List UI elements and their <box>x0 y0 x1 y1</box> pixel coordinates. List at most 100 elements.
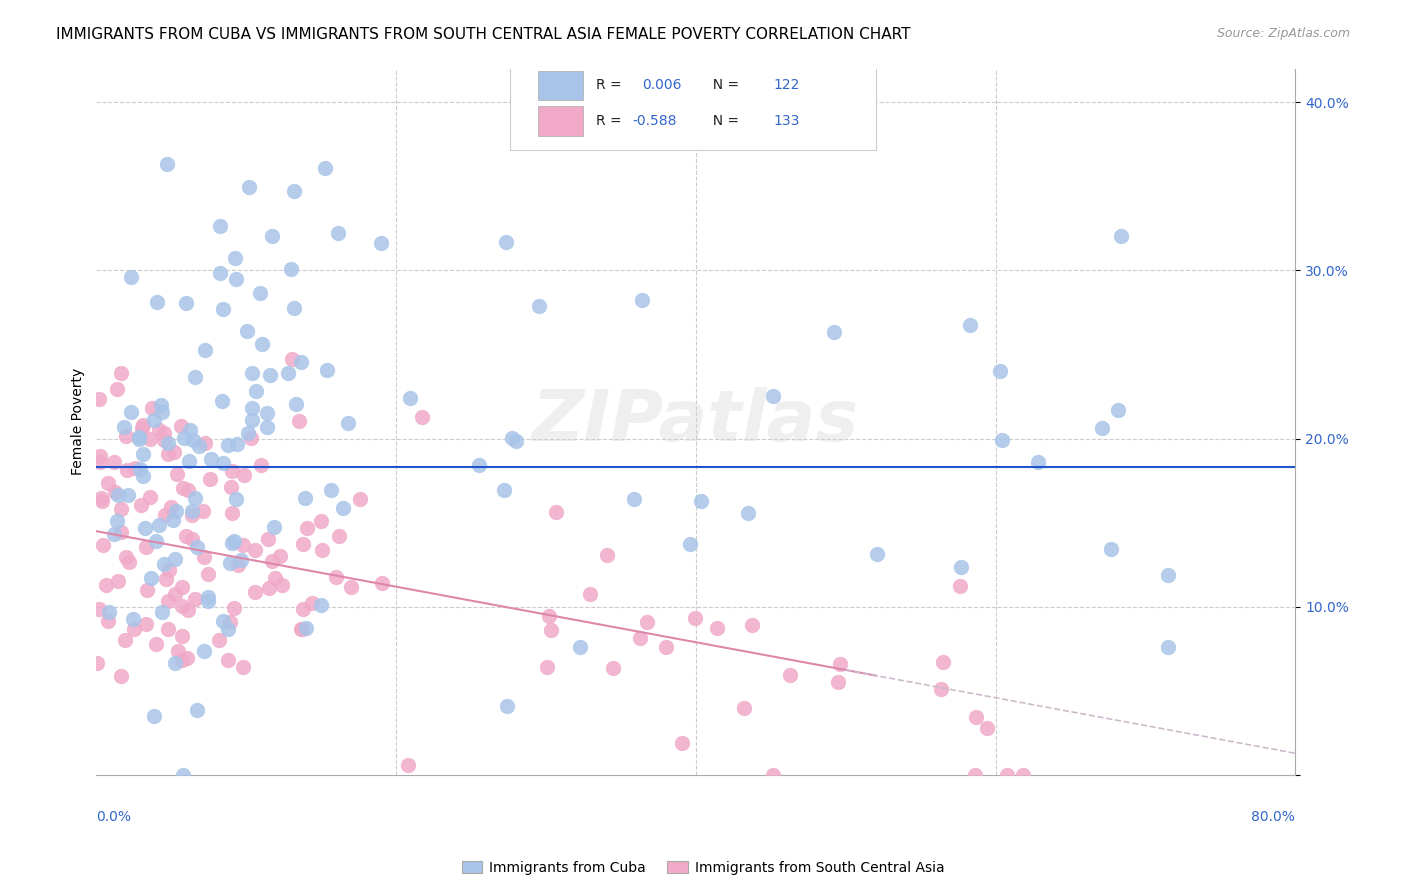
Point <box>110 501 132 516</box>
Point <box>142 413 165 427</box>
Point <box>124 461 146 475</box>
Point <box>86 656 108 670</box>
Point <box>107 488 129 502</box>
Point <box>173 430 195 444</box>
Point <box>115 429 138 443</box>
Point <box>1109 228 1132 243</box>
Point <box>221 536 243 550</box>
Point <box>172 768 194 782</box>
Point <box>396 757 419 772</box>
Point <box>157 436 180 450</box>
Point <box>240 432 263 446</box>
Point <box>150 605 173 619</box>
Point <box>148 423 170 437</box>
Point <box>336 416 359 430</box>
Point <box>91 538 114 552</box>
Point <box>156 594 179 608</box>
Point <box>145 533 167 548</box>
Point <box>198 472 221 486</box>
Point <box>122 612 145 626</box>
Point <box>823 325 845 339</box>
Text: 0.0%: 0.0% <box>97 811 131 824</box>
Point <box>191 503 214 517</box>
Point <box>243 542 266 557</box>
Point <box>325 569 347 583</box>
Point <box>141 570 163 584</box>
Point <box>733 701 755 715</box>
Point <box>132 447 155 461</box>
Point <box>1157 567 1180 582</box>
Point <box>319 483 342 498</box>
Point <box>737 506 759 520</box>
Point <box>221 464 243 478</box>
Point <box>170 599 193 614</box>
Point <box>232 660 254 674</box>
Point <box>128 430 150 444</box>
Point <box>107 574 129 589</box>
Point <box>194 343 217 357</box>
Point <box>252 337 274 351</box>
Point <box>186 703 208 717</box>
Point <box>159 500 181 515</box>
Point <box>118 555 141 569</box>
Point <box>197 590 219 604</box>
Bar <box>537 106 583 136</box>
Point <box>277 366 299 380</box>
Point <box>208 266 231 280</box>
Point <box>529 299 551 313</box>
Point <box>114 633 136 648</box>
Point <box>288 414 311 428</box>
Point <box>157 563 180 577</box>
Point <box>167 644 190 658</box>
Point <box>90 491 112 505</box>
Point <box>706 621 728 635</box>
Point <box>225 272 247 286</box>
Y-axis label: Female Poverty: Female Poverty <box>72 368 86 475</box>
Point <box>236 425 259 440</box>
Point <box>193 549 215 564</box>
Point <box>110 524 132 539</box>
Point <box>370 235 392 250</box>
Point <box>628 631 651 645</box>
Point <box>211 614 233 628</box>
Point <box>495 235 517 249</box>
Point <box>222 533 245 548</box>
Point <box>193 644 215 658</box>
Point <box>501 431 523 445</box>
Point <box>226 558 249 572</box>
Point <box>184 491 207 506</box>
Point <box>138 433 160 447</box>
Point <box>929 682 952 697</box>
Point <box>1091 421 1114 435</box>
Point <box>332 501 354 516</box>
Point <box>256 420 278 434</box>
Point <box>249 286 271 301</box>
Point <box>188 439 211 453</box>
Point <box>89 455 111 469</box>
Point <box>623 492 645 507</box>
Point <box>679 537 702 551</box>
Point <box>155 508 177 523</box>
Point <box>225 491 247 506</box>
Point <box>271 578 294 592</box>
Point <box>988 364 1011 378</box>
Point <box>150 405 173 419</box>
Point <box>595 548 617 562</box>
Point <box>690 494 713 508</box>
Point <box>311 542 333 557</box>
Point <box>134 521 156 535</box>
Point <box>536 660 558 674</box>
Point <box>97 475 120 490</box>
Point <box>231 538 253 552</box>
Point <box>314 161 336 176</box>
Point <box>172 629 194 643</box>
Point <box>1099 541 1122 556</box>
Point <box>184 591 207 606</box>
Point <box>117 463 139 477</box>
Point <box>172 482 194 496</box>
Point <box>219 480 242 494</box>
Point <box>181 504 204 518</box>
Point <box>128 432 150 446</box>
Point <box>211 394 233 409</box>
Point <box>411 409 433 424</box>
